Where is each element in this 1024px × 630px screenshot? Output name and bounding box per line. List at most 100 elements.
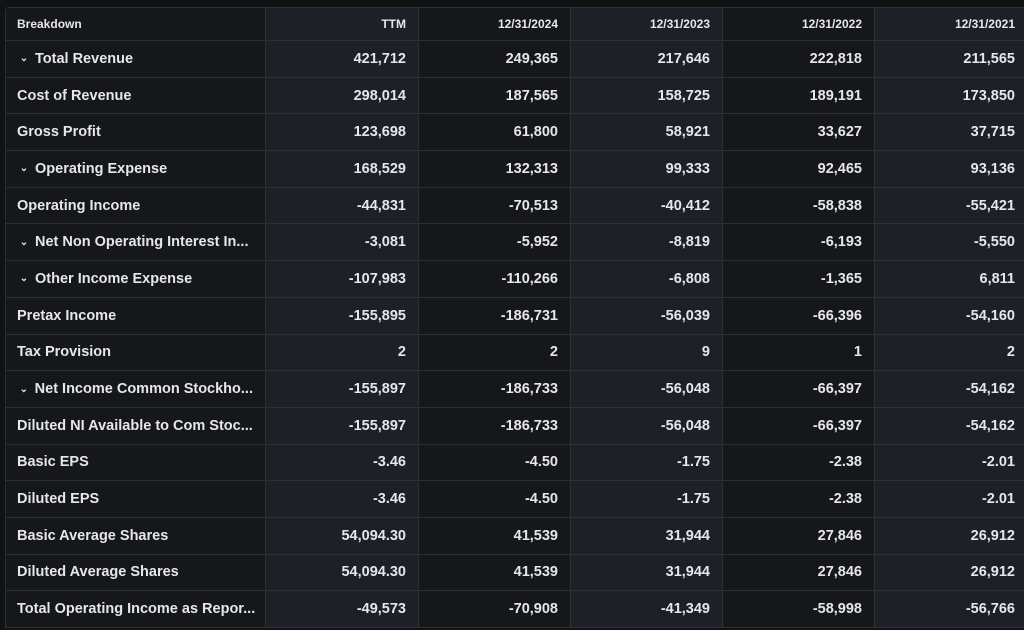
- value-cell: 217,646: [571, 41, 723, 77]
- row-label: Diluted Average Shares: [17, 564, 179, 581]
- value-cell: 173,850: [875, 77, 1024, 114]
- value-cell: -56,048: [571, 371, 723, 407]
- value-cell: -186,731: [419, 297, 571, 334]
- value-cell: -155,895: [266, 297, 419, 334]
- value-cell: 123,698: [266, 114, 419, 151]
- value-cell: -3.46: [266, 481, 419, 517]
- value-cell: -54,162: [875, 371, 1024, 407]
- row-label: Tax Provision: [17, 344, 112, 361]
- value-cell: 37,715: [875, 114, 1024, 151]
- table-row: ⌄ Net Income Common Stockho... -155,897 -18…: [6, 371, 1024, 408]
- header-2024: 12/31/2024: [419, 8, 571, 40]
- value-cell: 58,921: [571, 114, 723, 151]
- value-cell: -4.50: [419, 481, 571, 517]
- value-cell: -41,349: [571, 591, 723, 627]
- value-cell: 158,725: [571, 77, 723, 114]
- row-label: Basic Average Shares: [17, 527, 169, 544]
- value-cell: -66,397: [723, 407, 875, 444]
- value-cell: 6,811: [875, 261, 1024, 297]
- value-cell: 249,365: [419, 41, 571, 77]
- value-cell: -58,998: [723, 591, 875, 627]
- row-label: Net Non Operating Interest In...: [35, 234, 249, 251]
- value-cell: 421,712: [266, 41, 419, 77]
- value-cell: -58,838: [723, 187, 875, 224]
- row-label: Pretax Income: [17, 307, 117, 324]
- value-cell: 41,539: [419, 554, 571, 591]
- row-label-cell[interactable]: ⌄ Net Income Common Stockho...: [6, 371, 266, 407]
- value-cell: -3.46: [266, 444, 419, 481]
- value-cell: -107,983: [266, 261, 419, 297]
- row-label-cell[interactable]: ⌄ Net Non Operating Interest In...: [6, 224, 266, 261]
- value-cell: 2: [875, 334, 1024, 371]
- value-cell: -2.38: [723, 444, 875, 481]
- row-label-cell: Basic Average Shares: [6, 517, 266, 554]
- value-cell: 54,094.30: [266, 517, 419, 554]
- value-cell: -66,396: [723, 297, 875, 334]
- chevron-down-icon[interactable]: ⌄: [19, 383, 29, 395]
- value-cell: 26,912: [875, 517, 1024, 554]
- value-cell: 92,465: [723, 151, 875, 187]
- value-cell: 27,846: [723, 517, 875, 554]
- value-cell: -44,831: [266, 187, 419, 224]
- header-2021: 12/31/2021: [875, 8, 1024, 40]
- row-label-cell: Diluted EPS: [6, 481, 266, 517]
- value-cell: -2.38: [723, 481, 875, 517]
- value-cell: -56,766: [875, 591, 1024, 627]
- row-label: Diluted EPS: [17, 491, 100, 508]
- row-label-cell: Diluted NI Available to Com Stoc...: [6, 407, 266, 444]
- row-label-cell: Pretax Income: [6, 297, 266, 334]
- value-cell: 54,094.30: [266, 554, 419, 591]
- value-cell: -70,513: [419, 187, 571, 224]
- value-cell: -155,897: [266, 371, 419, 407]
- row-label: Total Revenue: [35, 50, 134, 67]
- table-row: ⌄ Net Non Operating Interest In... -3,081-…: [6, 224, 1024, 262]
- row-label-cell: Gross Profit: [6, 114, 266, 151]
- row-label-cell: Total Operating Income as Repor...: [6, 591, 266, 627]
- table-row: Diluted NI Available to Com Stoc... -155,…: [6, 407, 1024, 445]
- value-cell: -56,048: [571, 407, 723, 444]
- value-cell: -6,808: [571, 261, 723, 297]
- value-cell: -70,908: [419, 591, 571, 627]
- value-cell: -5,550: [875, 224, 1024, 261]
- value-cell: 26,912: [875, 554, 1024, 591]
- chevron-down-icon[interactable]: ⌄: [19, 273, 29, 285]
- chevron-down-icon[interactable]: ⌄: [19, 236, 29, 248]
- table-row: ⌄ Other Income Expense -107,983 -110,266 -6,…: [6, 261, 1024, 298]
- table-row: ⌄ Operating Expense 168,529 132,313 99,333 92…: [6, 151, 1024, 188]
- value-cell: -55,421: [875, 187, 1024, 224]
- chevron-down-icon[interactable]: ⌄: [19, 163, 29, 175]
- value-cell: -5,952: [419, 224, 571, 261]
- value-cell: 33,627: [723, 114, 875, 151]
- value-cell: -155,897: [266, 407, 419, 444]
- table-row: Diluted EPS -3.46 -4.50 -1.75 -2.38 -2.01: [6, 481, 1024, 518]
- row-label-cell[interactable]: ⌄ Total Revenue: [6, 41, 266, 77]
- row-label-cell: Operating Income: [6, 187, 266, 224]
- row-label-cell: Cost of Revenue: [6, 77, 266, 114]
- row-label-cell[interactable]: ⌄ Other Income Expense: [6, 261, 266, 297]
- value-cell: 61,800: [419, 114, 571, 151]
- row-label-cell: Diluted Average Shares: [6, 554, 266, 591]
- value-cell: 298,014: [266, 77, 419, 114]
- row-label-cell: Tax Provision: [6, 334, 266, 371]
- value-cell: 189,191: [723, 77, 875, 114]
- value-cell: -2.01: [875, 444, 1024, 481]
- value-cell: 1: [723, 334, 875, 371]
- table-row: Tax Provision 2 2 9 1 2: [6, 334, 1024, 372]
- value-cell: -49,573: [266, 591, 419, 627]
- value-cell: -1,365: [723, 261, 875, 297]
- value-cell: 211,565: [875, 41, 1024, 77]
- table-row: Basic Average Shares 54,094.30 41,539 31,94…: [6, 517, 1024, 555]
- row-label-cell[interactable]: ⌄ Operating Expense: [6, 151, 266, 187]
- value-cell: -1.75: [571, 481, 723, 517]
- value-cell: -8,819: [571, 224, 723, 261]
- value-cell: 187,565: [419, 77, 571, 114]
- value-cell: -1.75: [571, 444, 723, 481]
- value-cell: 2: [266, 334, 419, 371]
- value-cell: -54,162: [875, 407, 1024, 444]
- header-ttm: TTM: [266, 8, 419, 40]
- chevron-down-icon[interactable]: ⌄: [19, 53, 29, 65]
- row-label: Operating Expense: [35, 160, 168, 177]
- value-cell: -6,193: [723, 224, 875, 261]
- value-cell: 132,313: [419, 151, 571, 187]
- value-cell: 222,818: [723, 41, 875, 77]
